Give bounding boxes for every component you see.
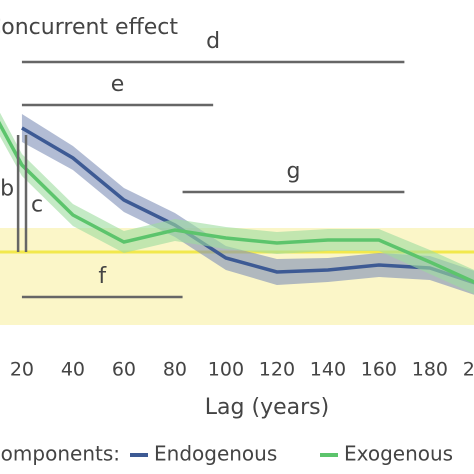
x-tick-label: 60 (112, 359, 136, 381)
annotation-label: d (206, 29, 220, 54)
confidence-band (21, 114, 474, 295)
series-line (21, 126, 474, 285)
x-tick-label: 80 (163, 359, 187, 381)
series-line (0, 120, 474, 284)
confidence-band (0, 112, 474, 294)
legend-label: Endogenous (154, 442, 277, 466)
annotation-label: e (111, 72, 125, 97)
x-tick-label: 180 (412, 359, 448, 381)
x-tick-label: 40 (61, 359, 85, 381)
x-tick-label: 160 (361, 359, 397, 381)
annotation-label: f (98, 264, 107, 289)
annotation-label: g (286, 159, 300, 184)
x-tick-label: 120 (259, 359, 295, 381)
x-tick-label: 140 (310, 359, 346, 381)
annotation-label: c (31, 193, 43, 218)
x-tick-label: 20 (10, 359, 34, 381)
legend-label: Exogenous (344, 442, 453, 466)
x-axis-label: Lag (years) (205, 395, 329, 420)
legend-title: Components: (0, 442, 120, 466)
x-tick-label: 200 (463, 359, 474, 381)
annotation-label: b (0, 177, 14, 202)
x-tick-label: 100 (208, 359, 244, 381)
chart-title: Concurrent effect (0, 15, 178, 40)
